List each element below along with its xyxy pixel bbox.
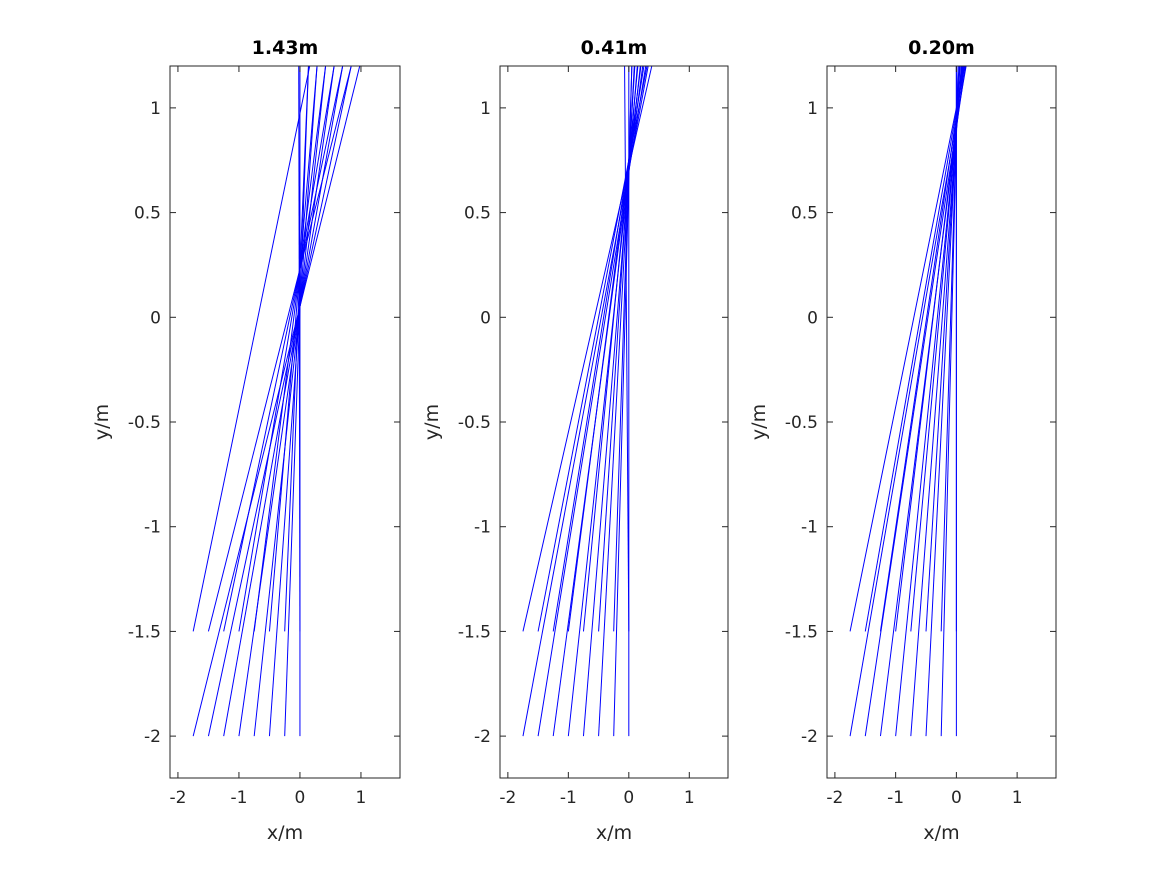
y-tick-label: 0.5	[134, 204, 161, 224]
y-tick-label: 1	[807, 99, 818, 119]
ray-line	[223, 65, 344, 632]
x-tick-label: 0	[623, 788, 634, 808]
y-tick-label: -2	[801, 727, 818, 747]
x-tick-label: 1	[684, 788, 695, 808]
x-axis-label: x/m	[596, 822, 632, 844]
subplot-title: 1.43m	[252, 37, 319, 59]
ray-line	[207, 65, 352, 632]
y-tick-label: -2	[474, 727, 491, 747]
y-tick-label: -0.5	[128, 413, 161, 433]
ray-line	[192, 65, 361, 737]
y-tick-label: 0	[480, 308, 491, 328]
y-tick-label: -1	[801, 518, 818, 538]
ray-line	[624, 65, 630, 632]
x-tick-label: -1	[230, 788, 247, 808]
y-tick-label: -1	[474, 518, 491, 538]
y-tick-label: -1	[144, 518, 161, 538]
y-tick-label: 0.5	[464, 204, 491, 224]
y-tick-label: 0	[150, 308, 161, 328]
y-tick-label: 0	[807, 308, 818, 328]
ray-line	[940, 65, 959, 632]
ray-line	[207, 65, 352, 737]
y-tick-label: -2	[144, 727, 161, 747]
ray-line	[910, 65, 963, 632]
ray-line	[192, 65, 311, 632]
ray-line	[268, 65, 318, 632]
x-axis-label: x/m	[923, 822, 959, 844]
x-tick-label: -2	[499, 788, 516, 808]
subplot-3: -2 -1 0 1 -2 -1.5 -1 -0.5 0 0.5 1 0.20m x/m y/m	[748, 37, 1057, 844]
ray-line	[253, 65, 327, 632]
subplot-title: 0.20m	[908, 37, 975, 59]
ray-line	[849, 65, 966, 632]
ray-line	[284, 65, 309, 632]
y-tick-label: -1.5	[785, 622, 818, 642]
ray-line	[864, 65, 966, 737]
y-tick-label: -0.5	[785, 413, 818, 433]
x-tick-label: 0	[951, 788, 962, 808]
ray-line	[253, 65, 327, 737]
y-tick-label: 1	[150, 99, 161, 119]
ray-line	[522, 65, 653, 632]
ray-line	[879, 65, 965, 632]
x-tick-label: 1	[1012, 788, 1023, 808]
y-tick-label: 1	[480, 99, 491, 119]
x-tick-label: 0	[295, 788, 306, 808]
ray-line	[925, 65, 961, 632]
ray-line	[238, 65, 335, 632]
x-tick-label: -2	[169, 788, 186, 808]
subplot-title: 0.41m	[581, 37, 648, 59]
y-tick-label: 0.5	[791, 204, 818, 224]
y-tick-label: -1.5	[128, 622, 161, 642]
y-axis-label: y/m	[421, 404, 443, 440]
ray-line	[940, 65, 959, 737]
ray-line	[879, 65, 965, 737]
y-axis-label: y/m	[748, 404, 770, 440]
ray-line	[895, 65, 964, 632]
x-tick-label: 1	[356, 788, 367, 808]
x-tick-label: -1	[887, 788, 904, 808]
ray-line	[298, 65, 301, 632]
y-tick-label: -1.5	[458, 622, 491, 642]
axes-box	[169, 65, 401, 779]
subplot-1: -2 -1 0 1 -2 -1.5 -1 -0.5 0 0.5 1 1.43m x/m y/m	[91, 37, 401, 844]
ray-line	[268, 65, 318, 737]
ray-line	[925, 65, 960, 737]
x-axis-label: x/m	[267, 822, 303, 844]
ray-line	[238, 65, 335, 737]
x-tick-label: -1	[560, 788, 577, 808]
x-tick-label: -2	[826, 788, 843, 808]
axes-box	[499, 65, 729, 779]
subplot-2: -2 -1 0 1 -2 -1.5 -1 -0.5 0 0.5 1 0.41m x/m y/m	[421, 37, 729, 844]
ray-line	[284, 65, 309, 737]
y-axis-label: y/m	[91, 404, 113, 440]
y-tick-label: -0.5	[458, 413, 491, 433]
ray-line	[864, 65, 965, 632]
ray-line	[613, 65, 633, 632]
